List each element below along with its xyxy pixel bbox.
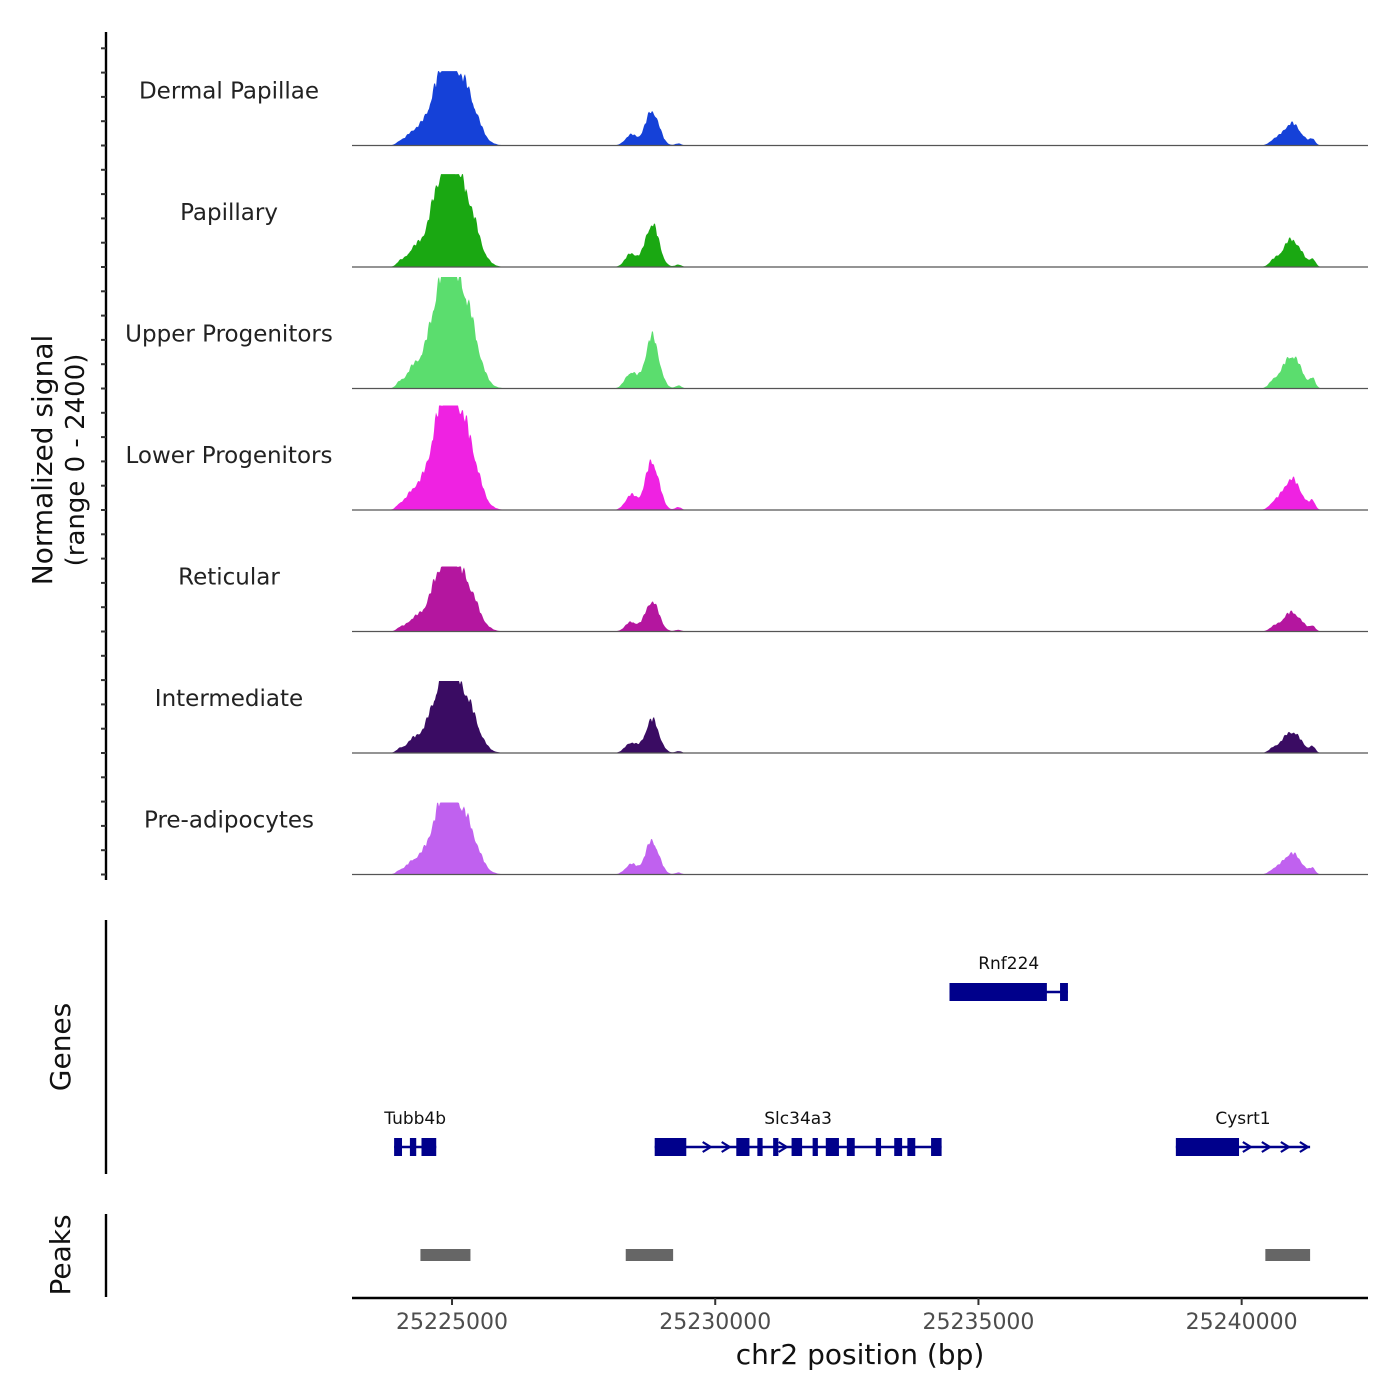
gene-exon (931, 1138, 942, 1156)
peak-region (1265, 1249, 1311, 1261)
coverage-area (352, 566, 1368, 632)
gene-exon (894, 1138, 903, 1156)
gene-exon (791, 1138, 803, 1156)
strand-arrow (1299, 1141, 1310, 1153)
gene-label: Tubb4b (383, 1109, 446, 1129)
gene-exon (846, 1138, 855, 1156)
gene: Tubb4b (383, 1109, 446, 1156)
coverage-track: Pre-adipocytes (144, 802, 1368, 876)
genes-track-title: Genes (44, 1003, 77, 1091)
gene-exon (736, 1138, 750, 1156)
peaks-track-title: Peaks (44, 1214, 77, 1295)
y-axis-title: Normalized signal (26, 335, 59, 586)
track-label: Upper Progenitors (125, 322, 333, 348)
track-label: Lower Progenitors (126, 443, 333, 469)
strand-arrow (1280, 1141, 1291, 1153)
gene-annotation-track: Rnf224 Tubb4b Slc34a3 Cysrt1 (383, 954, 1311, 1156)
gene-exon (421, 1138, 437, 1156)
coverage-area (352, 71, 1368, 146)
gene-exon (394, 1138, 403, 1156)
coverage-tracks: Dermal Papillae Papillary Upper Progenitor… (125, 71, 1368, 876)
track-label: Papillary (180, 200, 278, 226)
coverage-track: Reticular (178, 565, 1368, 633)
coverage-area (352, 802, 1368, 875)
x-axis-title: chr2 position (bp) (736, 1338, 985, 1371)
coverage-track: Dermal Papillae (139, 71, 1368, 147)
peak-region (625, 1249, 674, 1261)
coverage-track: Lower Progenitors (126, 405, 1368, 511)
gene-exon (812, 1138, 818, 1156)
coverage-track: Intermediate (155, 680, 1368, 754)
coverage-area (352, 680, 1368, 753)
gene-exon (409, 1138, 417, 1156)
x-tick-label: 25225000 (396, 1310, 508, 1335)
gene: Slc34a3 (654, 1109, 942, 1156)
signal-y-axis (101, 32, 108, 880)
x-tick-label: 25240000 (1186, 1310, 1298, 1335)
strand-arrow (1242, 1141, 1253, 1153)
gene: Rnf224 (949, 954, 1068, 1001)
track-label: Pre-adipocytes (144, 808, 314, 834)
gene-exon (907, 1138, 916, 1156)
x-tick-label: 25230000 (659, 1310, 771, 1335)
y-axis-subtitle: (range 0 - 2400) (61, 354, 91, 567)
coverage-track: Upper Progenitors (125, 277, 1368, 390)
strand-arrow (702, 1141, 713, 1153)
gene-exon (875, 1138, 882, 1156)
coverage-area (352, 174, 1368, 267)
track-label: Intermediate (155, 686, 303, 712)
gene-label: Slc34a3 (764, 1109, 832, 1129)
gene-exon (773, 1138, 779, 1156)
coverage-area (352, 277, 1368, 389)
x-axis: 25225000 25230000 25235000 25240000 (352, 1296, 1368, 1335)
coverage-track: Papillary (180, 174, 1368, 268)
x-tick-label: 25235000 (922, 1310, 1034, 1335)
coverage-area (352, 405, 1368, 510)
strand-arrow (778, 1141, 789, 1153)
peak-region (420, 1249, 471, 1261)
gene-exon (1175, 1138, 1240, 1156)
gene-label: Rnf224 (978, 954, 1039, 974)
track-label: Dermal Papillae (139, 79, 319, 105)
gene: Cysrt1 (1175, 1109, 1311, 1156)
strand-arrow (1261, 1141, 1272, 1153)
strand-arrow (721, 1141, 732, 1153)
gene-exon (949, 983, 1047, 1001)
gene-exon (654, 1138, 687, 1156)
gene-exon (825, 1138, 839, 1156)
peaks-track (420, 1249, 1311, 1261)
track-label: Reticular (178, 565, 280, 591)
gene-exon (757, 1138, 763, 1156)
gene-label: Cysrt1 (1215, 1109, 1270, 1129)
gene-exon (1060, 983, 1068, 1001)
